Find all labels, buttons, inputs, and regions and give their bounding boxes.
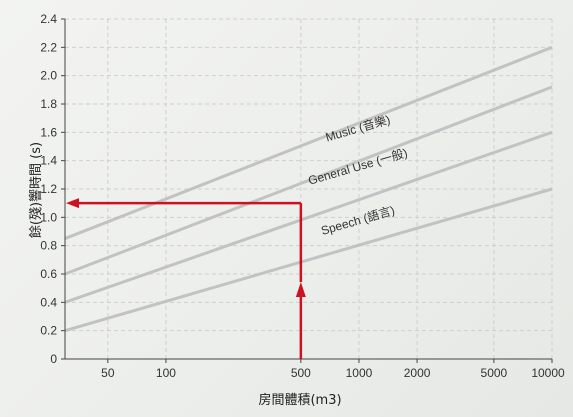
y-tick-label: 0.2 [40, 324, 57, 338]
y-tick-label: 1.4 [40, 154, 57, 168]
grid [65, 18, 553, 359]
series-lines [64, 45, 553, 333]
x-tick-labels: 50 100 500 1000 2000 5000 10000 [101, 359, 565, 380]
x-tick-label: 100 [156, 366, 176, 380]
y-tick-label: 1.0 [40, 210, 57, 224]
series-line [64, 45, 553, 240]
y-tick-label: 2.2 [40, 40, 57, 54]
series-line [64, 85, 553, 276]
y-tick-label: 0 [50, 352, 57, 366]
lookup-arrow [66, 198, 306, 359]
y-tick-labels: 0 0.2 0.4 0.6 0.8 1.0 1.2 1.4 1.6 1.8 2.0 2.2 2.4 [40, 12, 65, 366]
y-tick-label: 1.8 [40, 97, 57, 111]
series-line [64, 130, 553, 304]
x-tick-label: 5000 [481, 366, 508, 380]
x-tick-label: 2000 [404, 366, 431, 380]
y-tick-label: 2.0 [40, 69, 57, 83]
y-axis-label: 餘(殘)響時間 (s) [28, 142, 44, 238]
x-tick-label: 500 [291, 366, 311, 380]
y-tick-label: 0.8 [40, 239, 57, 253]
y-tick-label: 0.6 [40, 267, 57, 281]
arrow-head-left [66, 198, 79, 209]
x-axis-label: 房間體積(m3) [258, 392, 341, 408]
series-label: Music (音樂) [324, 112, 392, 145]
x-tick-label: 1000 [346, 366, 373, 380]
y-tick-label: 0.4 [40, 295, 57, 309]
x-tick-label: 50 [101, 366, 115, 380]
y-tick-label: 2.4 [40, 12, 57, 26]
series-line [64, 187, 553, 333]
y-tick-label: 1.2 [40, 182, 57, 196]
arrow-head-up [295, 282, 306, 297]
series-labels: Speech (語言) General Use (一般)Music (音樂) [306, 112, 409, 238]
series-label: Speech (語言) [319, 202, 396, 238]
x-tick-label: 10000 [531, 366, 565, 380]
series-label: General Use (一般) [306, 145, 409, 188]
y-tick-label: 1.6 [40, 125, 57, 139]
